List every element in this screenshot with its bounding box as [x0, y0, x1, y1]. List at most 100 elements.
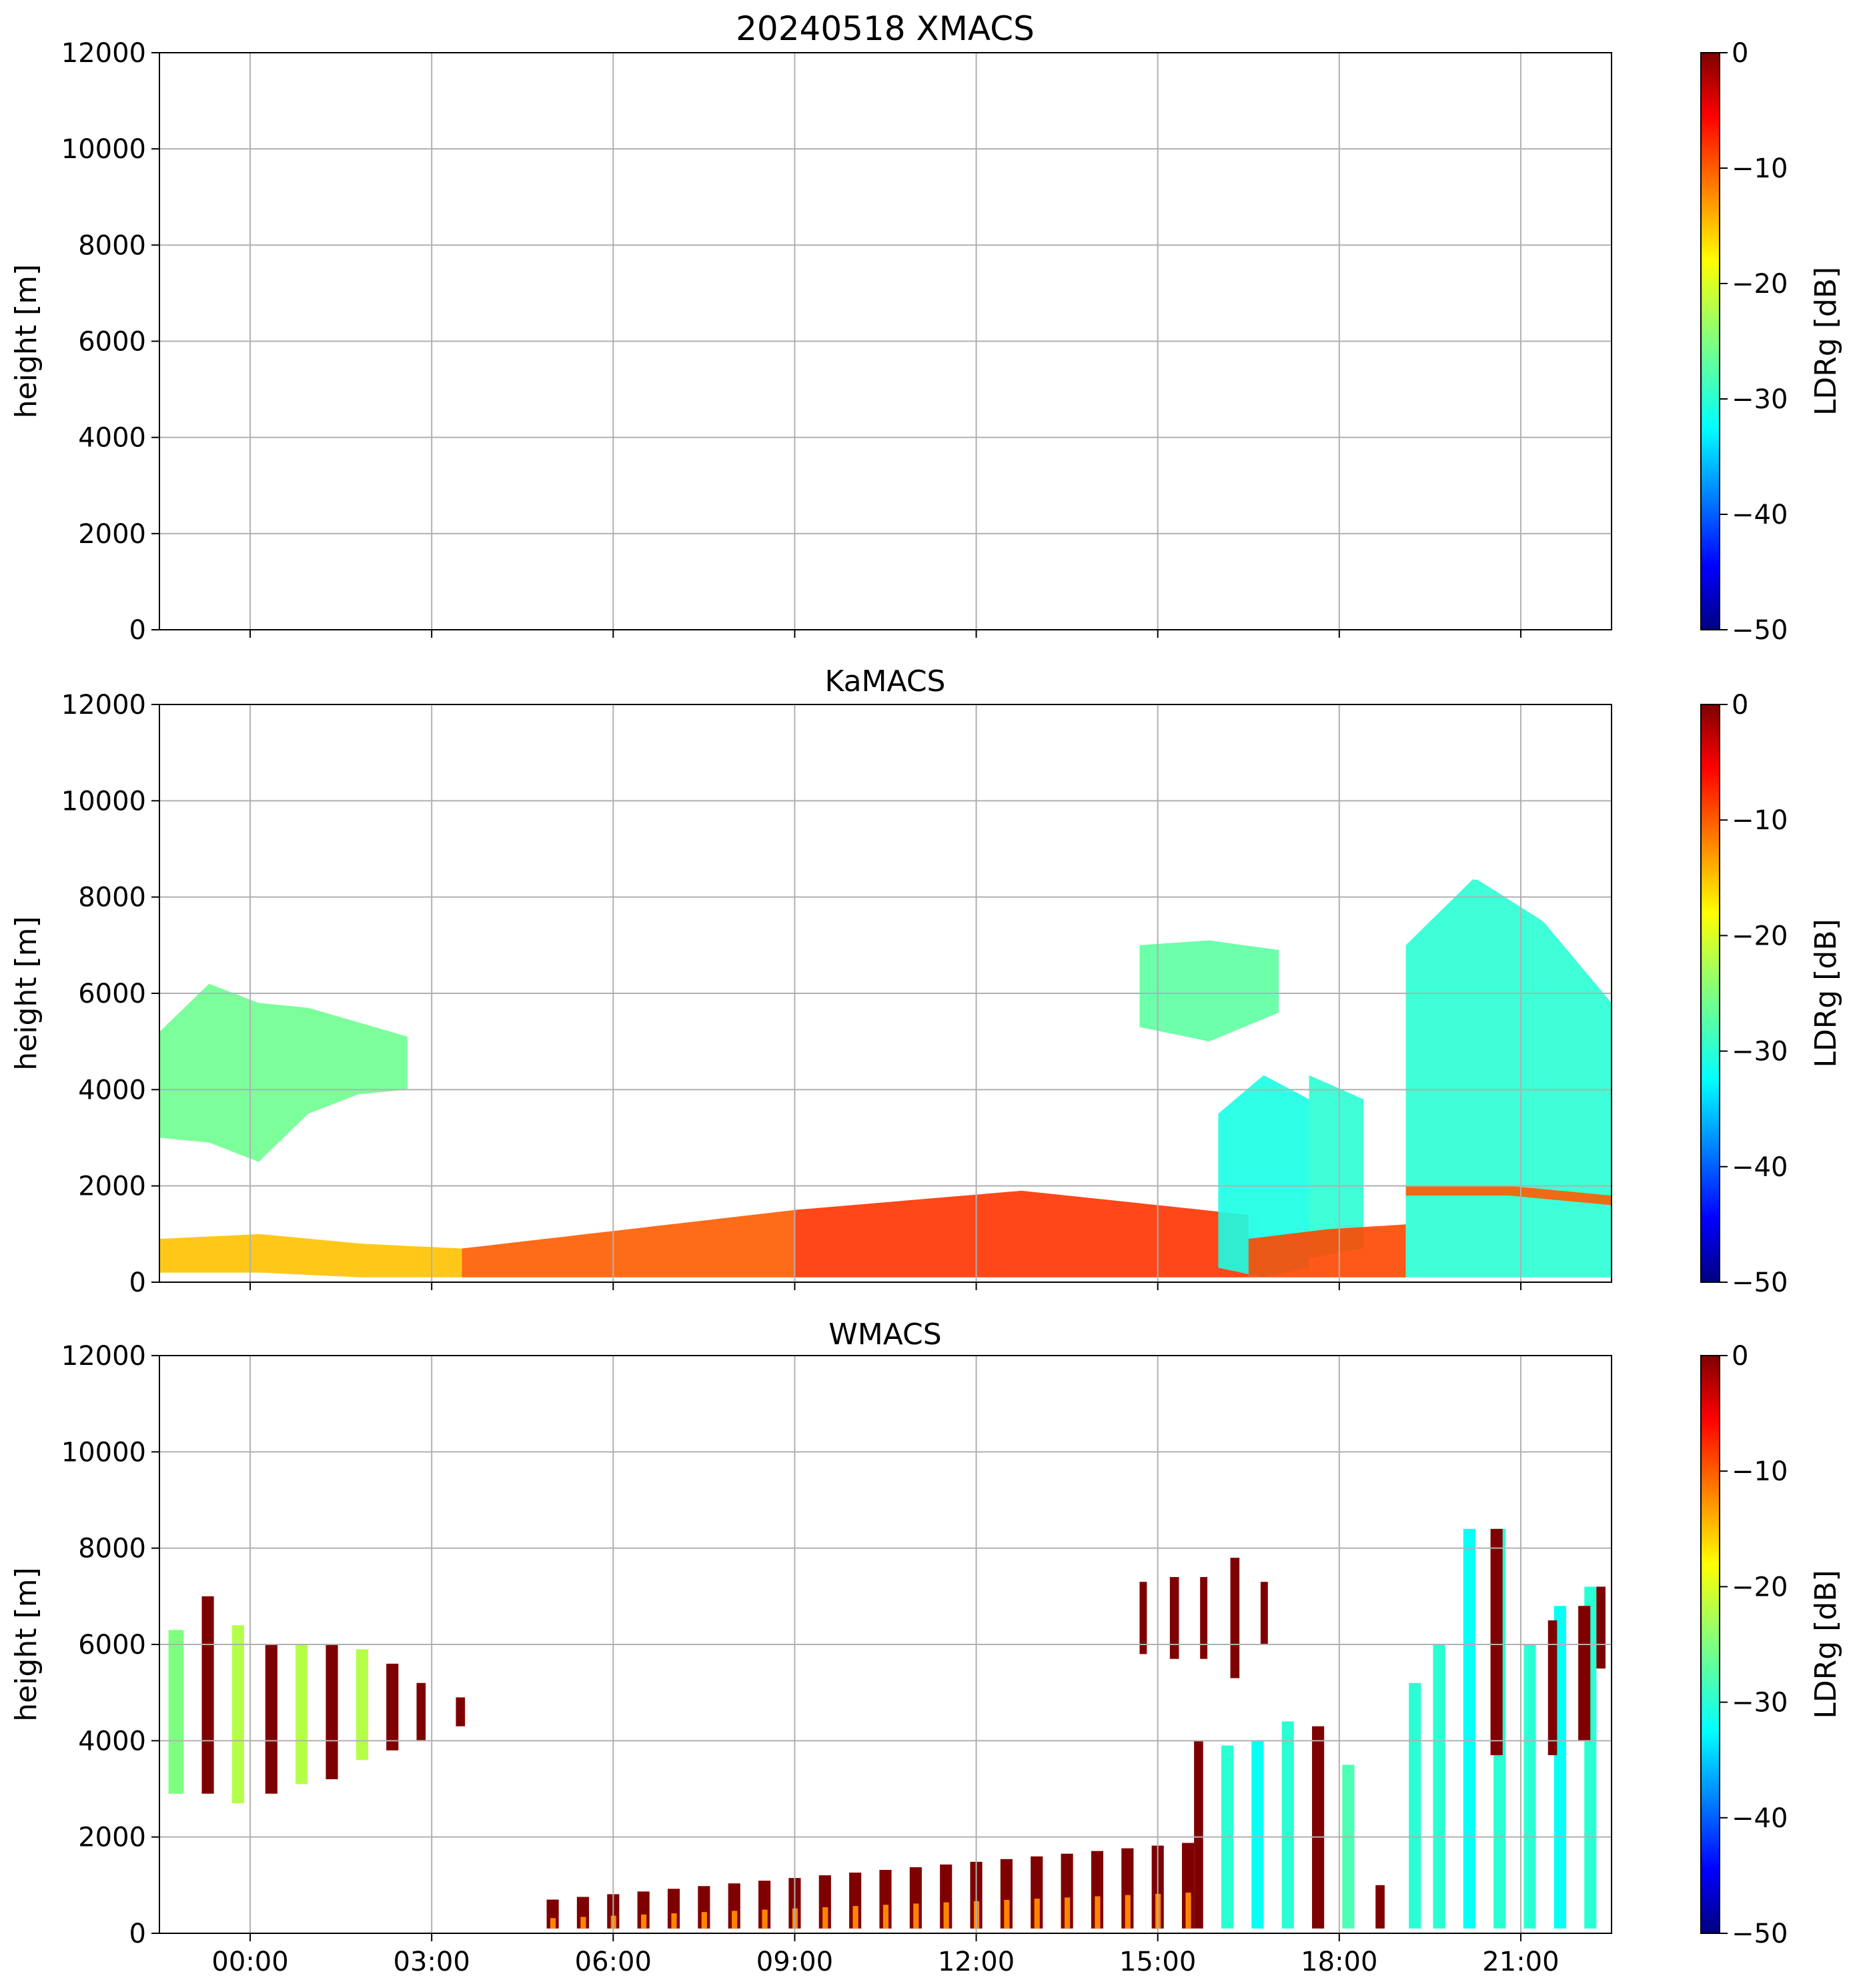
precip-column [1000, 1859, 1013, 1929]
precip-column-core [1095, 1896, 1101, 1929]
precip-column-core [732, 1911, 738, 1929]
ldr-column [1311, 1726, 1325, 1929]
y-axis-label: height [m] [9, 916, 43, 1070]
ldr-column [1490, 1528, 1503, 1755]
x-tick-label: 12:00 [938, 1947, 1015, 1977]
region-melting-layer [1405, 1185, 1612, 1205]
precip-column [849, 1873, 862, 1929]
region-boundary-layer-morning [159, 1234, 462, 1278]
colorbar-tick-label: −40 [1732, 1152, 1788, 1183]
colorbar-tick-label: −50 [1732, 615, 1788, 646]
data-layer [159, 879, 1612, 1278]
ldr-column [295, 1644, 308, 1785]
colorbar-tick-label: −10 [1732, 1456, 1788, 1487]
precip-column [1061, 1853, 1073, 1929]
y-tick-label: 0 [129, 615, 146, 646]
colorbar-tick-label: −40 [1732, 1803, 1788, 1834]
y-tick-label: 12000 [61, 690, 146, 720]
y-tick-label: 10000 [61, 134, 146, 165]
y-tick-label: 6000 [78, 1630, 146, 1660]
region-boundary-layer-rise [462, 1209, 795, 1278]
precip-column [698, 1886, 710, 1929]
x-tick-label: 18:00 [1301, 1947, 1377, 1977]
panel-kamacs: 0 2000 4000 6000 8000 10000 12000 height [m] 0 −1… [9, 690, 1843, 1298]
region-convective-tower-2 [1309, 1075, 1364, 1258]
ldr-column [386, 1663, 399, 1751]
panel-title-kamacs: KaMACS [825, 664, 946, 698]
y-axis-label: height [m] [9, 264, 43, 418]
precip-column-core [701, 1912, 707, 1929]
y-tick-label: 6000 [78, 979, 146, 1009]
grid [159, 52, 1612, 630]
x-tick-label: 00:00 [211, 1947, 288, 1977]
region-deep-convection [1405, 879, 1612, 1278]
colorbar-tick-label: 0 [1732, 1341, 1748, 1372]
y-tick-label: 6000 [78, 327, 146, 358]
precip-column [940, 1864, 953, 1929]
precip-column [1121, 1848, 1134, 1929]
y-tick-label: 10000 [61, 786, 146, 817]
ldr-column [1281, 1721, 1294, 1929]
data-layer [168, 1528, 1606, 1929]
precip-column-core [671, 1913, 677, 1929]
ldr-column [1230, 1558, 1240, 1678]
ldr-column [168, 1630, 184, 1794]
precip-column [758, 1881, 771, 1929]
ldr-column [416, 1682, 426, 1741]
y-tick-label: 2000 [78, 519, 146, 550]
colorbar-tick-label: −10 [1732, 805, 1788, 836]
ldr-column [265, 1644, 277, 1794]
region-convective-tower-1 [1218, 1075, 1309, 1278]
y-tick-label: 8000 [78, 1534, 146, 1564]
precip-column [1181, 1843, 1195, 1929]
precip-column-core [1185, 1893, 1191, 1929]
y-tick-label: 8000 [78, 883, 146, 913]
colorbar-tick-label: −20 [1732, 1572, 1788, 1602]
precip-column-core [641, 1914, 647, 1929]
ldr-column [356, 1649, 368, 1761]
ldr-column [1409, 1682, 1421, 1929]
ldr-column [1375, 1885, 1385, 1929]
region-mid-level-ice [1139, 940, 1279, 1042]
x-tick-label: 09:00 [756, 1947, 833, 1977]
ldr-column [1169, 1576, 1179, 1659]
colorbar-tick-label: −20 [1732, 269, 1788, 300]
ldr-column [456, 1697, 466, 1726]
colorbar-tick-label: −30 [1732, 1037, 1788, 1067]
y-tick-label: 2000 [78, 1171, 146, 1202]
precip-column-core [762, 1909, 768, 1929]
y-tick-label: 10000 [61, 1437, 146, 1468]
y-tick-label: 12000 [61, 1341, 146, 1372]
colorbar-tick-label: −20 [1732, 921, 1788, 951]
precip-column-core [852, 1906, 858, 1929]
precip-column [728, 1883, 740, 1929]
colorbar-label: LDRg [dB] [1809, 1570, 1843, 1718]
precip-column-core [550, 1918, 556, 1929]
precip-column-core [1034, 1899, 1040, 1929]
region-boundary-layer-afternoon [794, 1190, 1249, 1278]
colorbar-tick-label: −30 [1732, 384, 1788, 415]
figure-title: 20240518 XMACS [736, 9, 1035, 48]
precip-column-core [822, 1907, 828, 1929]
ldr-column [1523, 1644, 1536, 1929]
colorbar [1700, 52, 1720, 630]
y-tick-label: 0 [129, 1919, 146, 1949]
precip-column-core [580, 1917, 586, 1929]
y-axis-label: height [m] [9, 1567, 43, 1721]
x-tick-label: 21:00 [1482, 1947, 1559, 1977]
x-tick-label: 06:00 [575, 1947, 652, 1977]
colorbar-tick-label: −50 [1732, 1919, 1788, 1949]
precip-column [1031, 1856, 1043, 1929]
y-tick-label: 4000 [78, 1726, 146, 1757]
ldr-column [1596, 1586, 1606, 1669]
y-tick-label: 4000 [78, 423, 146, 454]
y-tick-label: 12000 [61, 38, 146, 69]
precip-column-core [943, 1902, 949, 1929]
colorbar-tick-label: −40 [1732, 500, 1788, 530]
x-tick-label: 15:00 [1119, 1947, 1196, 1977]
precip-column-core [1004, 1899, 1010, 1929]
colorbar-label: LDRg [dB] [1809, 919, 1843, 1067]
colorbar [1700, 1355, 1720, 1934]
grid [159, 1355, 1612, 1934]
